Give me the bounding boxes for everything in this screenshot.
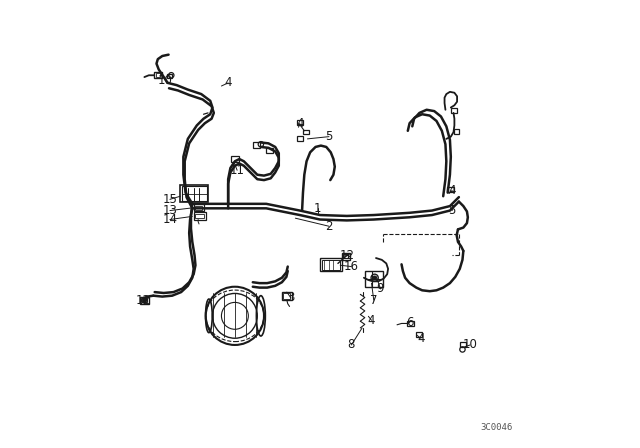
Bar — [167, 74, 172, 78]
Text: 5: 5 — [325, 130, 333, 143]
Bar — [156, 73, 160, 77]
Text: 7: 7 — [370, 293, 378, 307]
Text: 8: 8 — [348, 338, 355, 352]
Bar — [182, 186, 207, 201]
Text: 12: 12 — [136, 293, 150, 307]
Bar — [282, 292, 292, 300]
Bar — [297, 136, 303, 141]
Text: 5: 5 — [449, 204, 456, 217]
Bar — [365, 271, 383, 287]
Bar — [194, 212, 206, 220]
Bar — [284, 293, 289, 299]
Bar — [320, 258, 342, 271]
Bar — [417, 332, 422, 337]
Bar — [194, 204, 204, 211]
Text: 1: 1 — [314, 202, 321, 215]
Circle shape — [142, 298, 147, 302]
Text: 4: 4 — [368, 314, 375, 327]
Text: 9: 9 — [377, 282, 384, 296]
Bar — [297, 120, 303, 125]
Text: 3: 3 — [287, 291, 294, 305]
Text: 2: 2 — [325, 220, 333, 233]
Bar — [303, 130, 309, 134]
Bar — [454, 129, 459, 134]
Bar — [451, 108, 457, 113]
Circle shape — [373, 276, 376, 280]
Text: 4: 4 — [417, 332, 424, 345]
Text: 4: 4 — [449, 184, 456, 197]
Text: 10: 10 — [158, 74, 173, 87]
Bar — [140, 297, 149, 304]
Text: 13: 13 — [163, 204, 177, 217]
Text: 11: 11 — [230, 164, 244, 177]
Bar — [141, 298, 147, 302]
Bar — [460, 342, 467, 347]
Bar — [231, 156, 239, 162]
Text: 4: 4 — [225, 76, 232, 90]
Bar — [407, 321, 414, 326]
Text: 15: 15 — [163, 193, 177, 206]
Bar — [180, 185, 208, 202]
Bar — [343, 254, 348, 258]
Text: 3C0046: 3C0046 — [481, 423, 513, 432]
Bar — [195, 214, 204, 218]
Text: 10: 10 — [463, 338, 477, 352]
Bar — [154, 72, 163, 78]
Text: 4: 4 — [296, 116, 303, 130]
Bar — [253, 142, 260, 148]
Bar — [195, 206, 202, 210]
Text: 6: 6 — [406, 316, 413, 329]
Text: 16: 16 — [344, 260, 359, 273]
Bar — [342, 253, 351, 260]
Bar — [266, 148, 273, 153]
Text: 12: 12 — [339, 249, 355, 262]
Bar — [322, 260, 340, 270]
Bar — [447, 187, 454, 192]
Text: 14: 14 — [163, 213, 177, 226]
